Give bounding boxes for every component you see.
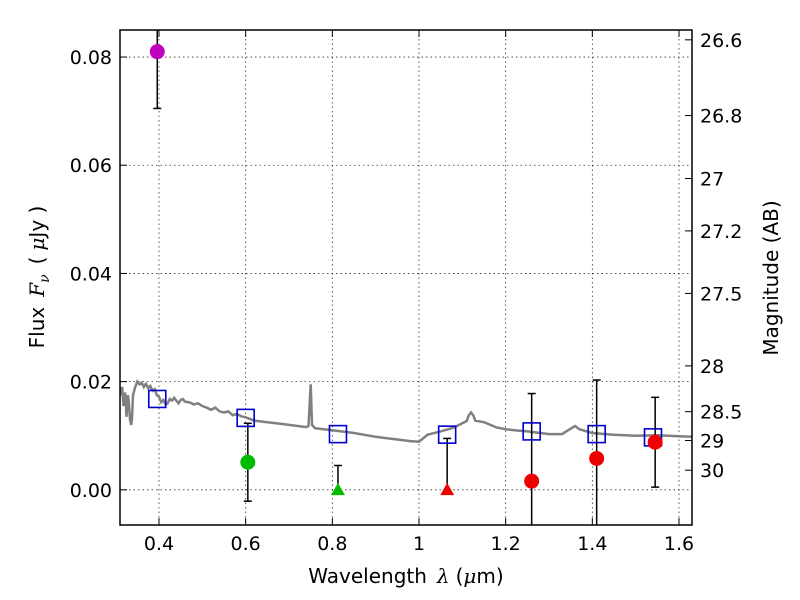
y2-tick-label: 27.2 — [700, 221, 742, 243]
y-tick-label: 0.04 — [70, 263, 112, 285]
grid — [120, 30, 692, 525]
y-tick-label: 0.06 — [70, 155, 112, 177]
axis-ticks: 0.4 0.6 0.8 1 1.2 1.4 1.6 0.00 0.02 0.04 0.06 0.08 2… — [70, 30, 743, 555]
observed-circle-marker — [589, 450, 605, 466]
y2-tick-label: 30 — [700, 460, 724, 482]
y2-tick-label: 29 — [700, 430, 724, 452]
y2-axis-label: Magnitude (AB) — [759, 200, 783, 355]
x-tick-label: 1.6 — [664, 533, 694, 555]
x-tick-label: 1.2 — [491, 533, 521, 555]
model-square-marker — [587, 424, 606, 444]
x-tick-label: 1.4 — [577, 533, 607, 555]
observed-triangle-marker — [330, 482, 345, 496]
x-axis-label: Wavelength λ (μm) — [308, 564, 503, 588]
observed-circle-marker — [149, 44, 165, 60]
y2-tick-label: 28.5 — [700, 402, 742, 424]
y-tick-label: 0.02 — [70, 372, 112, 394]
model-photometry-markers — [147, 389, 663, 447]
plot-frame — [119, 29, 693, 526]
model-square-marker — [236, 408, 255, 428]
y-tick-label: 0.08 — [70, 47, 112, 69]
x-tick-label: 0.6 — [231, 533, 261, 555]
error-bars — [153, 30, 660, 525]
y2-tick-label: 26.6 — [700, 30, 742, 52]
y2-tick-label: 26.8 — [700, 106, 742, 128]
y2-tick-label: 27.5 — [700, 283, 742, 305]
observed-circle-marker — [647, 434, 663, 450]
observed-triangle-marker — [440, 482, 455, 496]
model-square-marker — [328, 424, 348, 444]
x-tick-label: 0.8 — [317, 533, 347, 555]
model-square-marker — [437, 425, 457, 444]
observed-circle-marker — [524, 473, 540, 489]
x-tick-label: 1 — [413, 533, 425, 555]
model-square-marker — [522, 422, 541, 441]
model-square-marker — [147, 389, 167, 409]
y-tick-label: 0.00 — [70, 480, 112, 502]
observed-photometry-markers — [149, 44, 663, 496]
observed-circle-marker — [240, 454, 256, 470]
y2-tick-label: 28 — [700, 356, 724, 378]
x-tick-label: 0.4 — [144, 533, 174, 555]
y2-tick-label: 27 — [700, 169, 724, 191]
plot-area — [120, 30, 692, 525]
y-axis-label: FluxFν(μJy ) — [25, 206, 53, 349]
model-spectrum-line — [120, 379, 692, 443]
